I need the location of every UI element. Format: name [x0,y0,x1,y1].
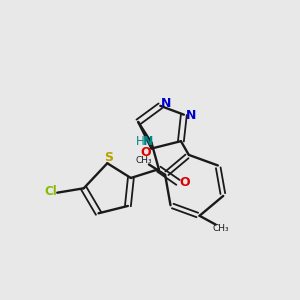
Text: N: N [161,97,171,110]
Text: S: S [104,152,113,164]
Text: CH₃: CH₃ [135,156,152,165]
Text: N: N [186,109,196,122]
Text: O: O [179,176,190,190]
Text: H: H [136,135,145,148]
Text: Cl: Cl [44,185,57,198]
Text: CH₃: CH₃ [213,224,229,232]
Text: N: N [143,135,153,148]
Text: O: O [140,146,151,159]
